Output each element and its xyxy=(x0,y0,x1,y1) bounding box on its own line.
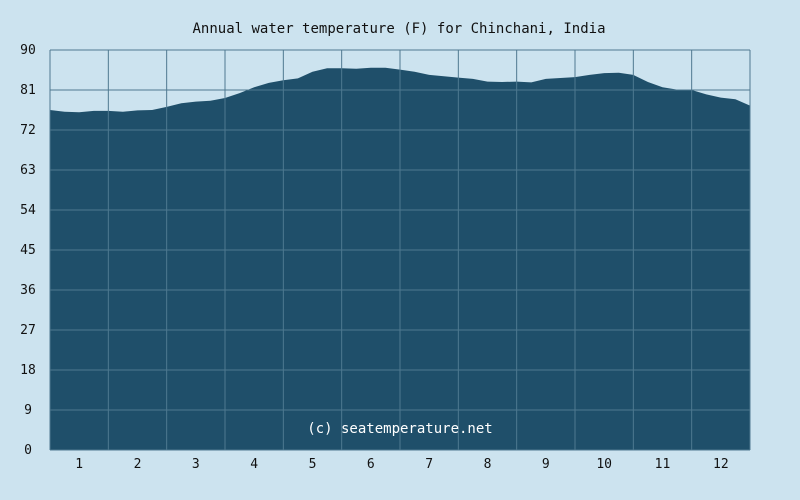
x-tick-label: 3 xyxy=(192,457,200,472)
x-tick-label: 10 xyxy=(596,457,612,472)
x-tick-label: 9 xyxy=(542,457,550,472)
y-tick-label: 81 xyxy=(20,83,36,98)
x-tick-label: 6 xyxy=(367,457,375,472)
x-tick-label: 2 xyxy=(134,457,142,472)
y-tick-label: 54 xyxy=(20,203,36,218)
x-tick-label: 5 xyxy=(309,457,317,472)
x-tick-label: 8 xyxy=(484,457,492,472)
x-tick-label: 12 xyxy=(713,457,729,472)
x-tick-label: 4 xyxy=(250,457,258,472)
x-tick-label: 11 xyxy=(655,457,671,472)
chart-title: Annual water temperature (F) for Chincha… xyxy=(192,21,605,37)
y-tick-label: 45 xyxy=(20,243,36,258)
y-tick-label: 90 xyxy=(20,43,36,58)
y-tick-label: 27 xyxy=(20,323,36,338)
y-tick-label: 0 xyxy=(24,443,32,458)
copyright-watermark: (c) seatemperature.net xyxy=(307,421,492,437)
y-tick-label: 9 xyxy=(24,403,32,418)
y-tick-label: 18 xyxy=(20,363,36,378)
y-tick-label: 72 xyxy=(20,123,36,138)
plot-area xyxy=(49,49,751,451)
y-tick-label: 63 xyxy=(20,163,36,178)
x-tick-label: 7 xyxy=(425,457,433,472)
x-tick-label: 1 xyxy=(75,457,83,472)
y-tick-label: 36 xyxy=(20,283,36,298)
